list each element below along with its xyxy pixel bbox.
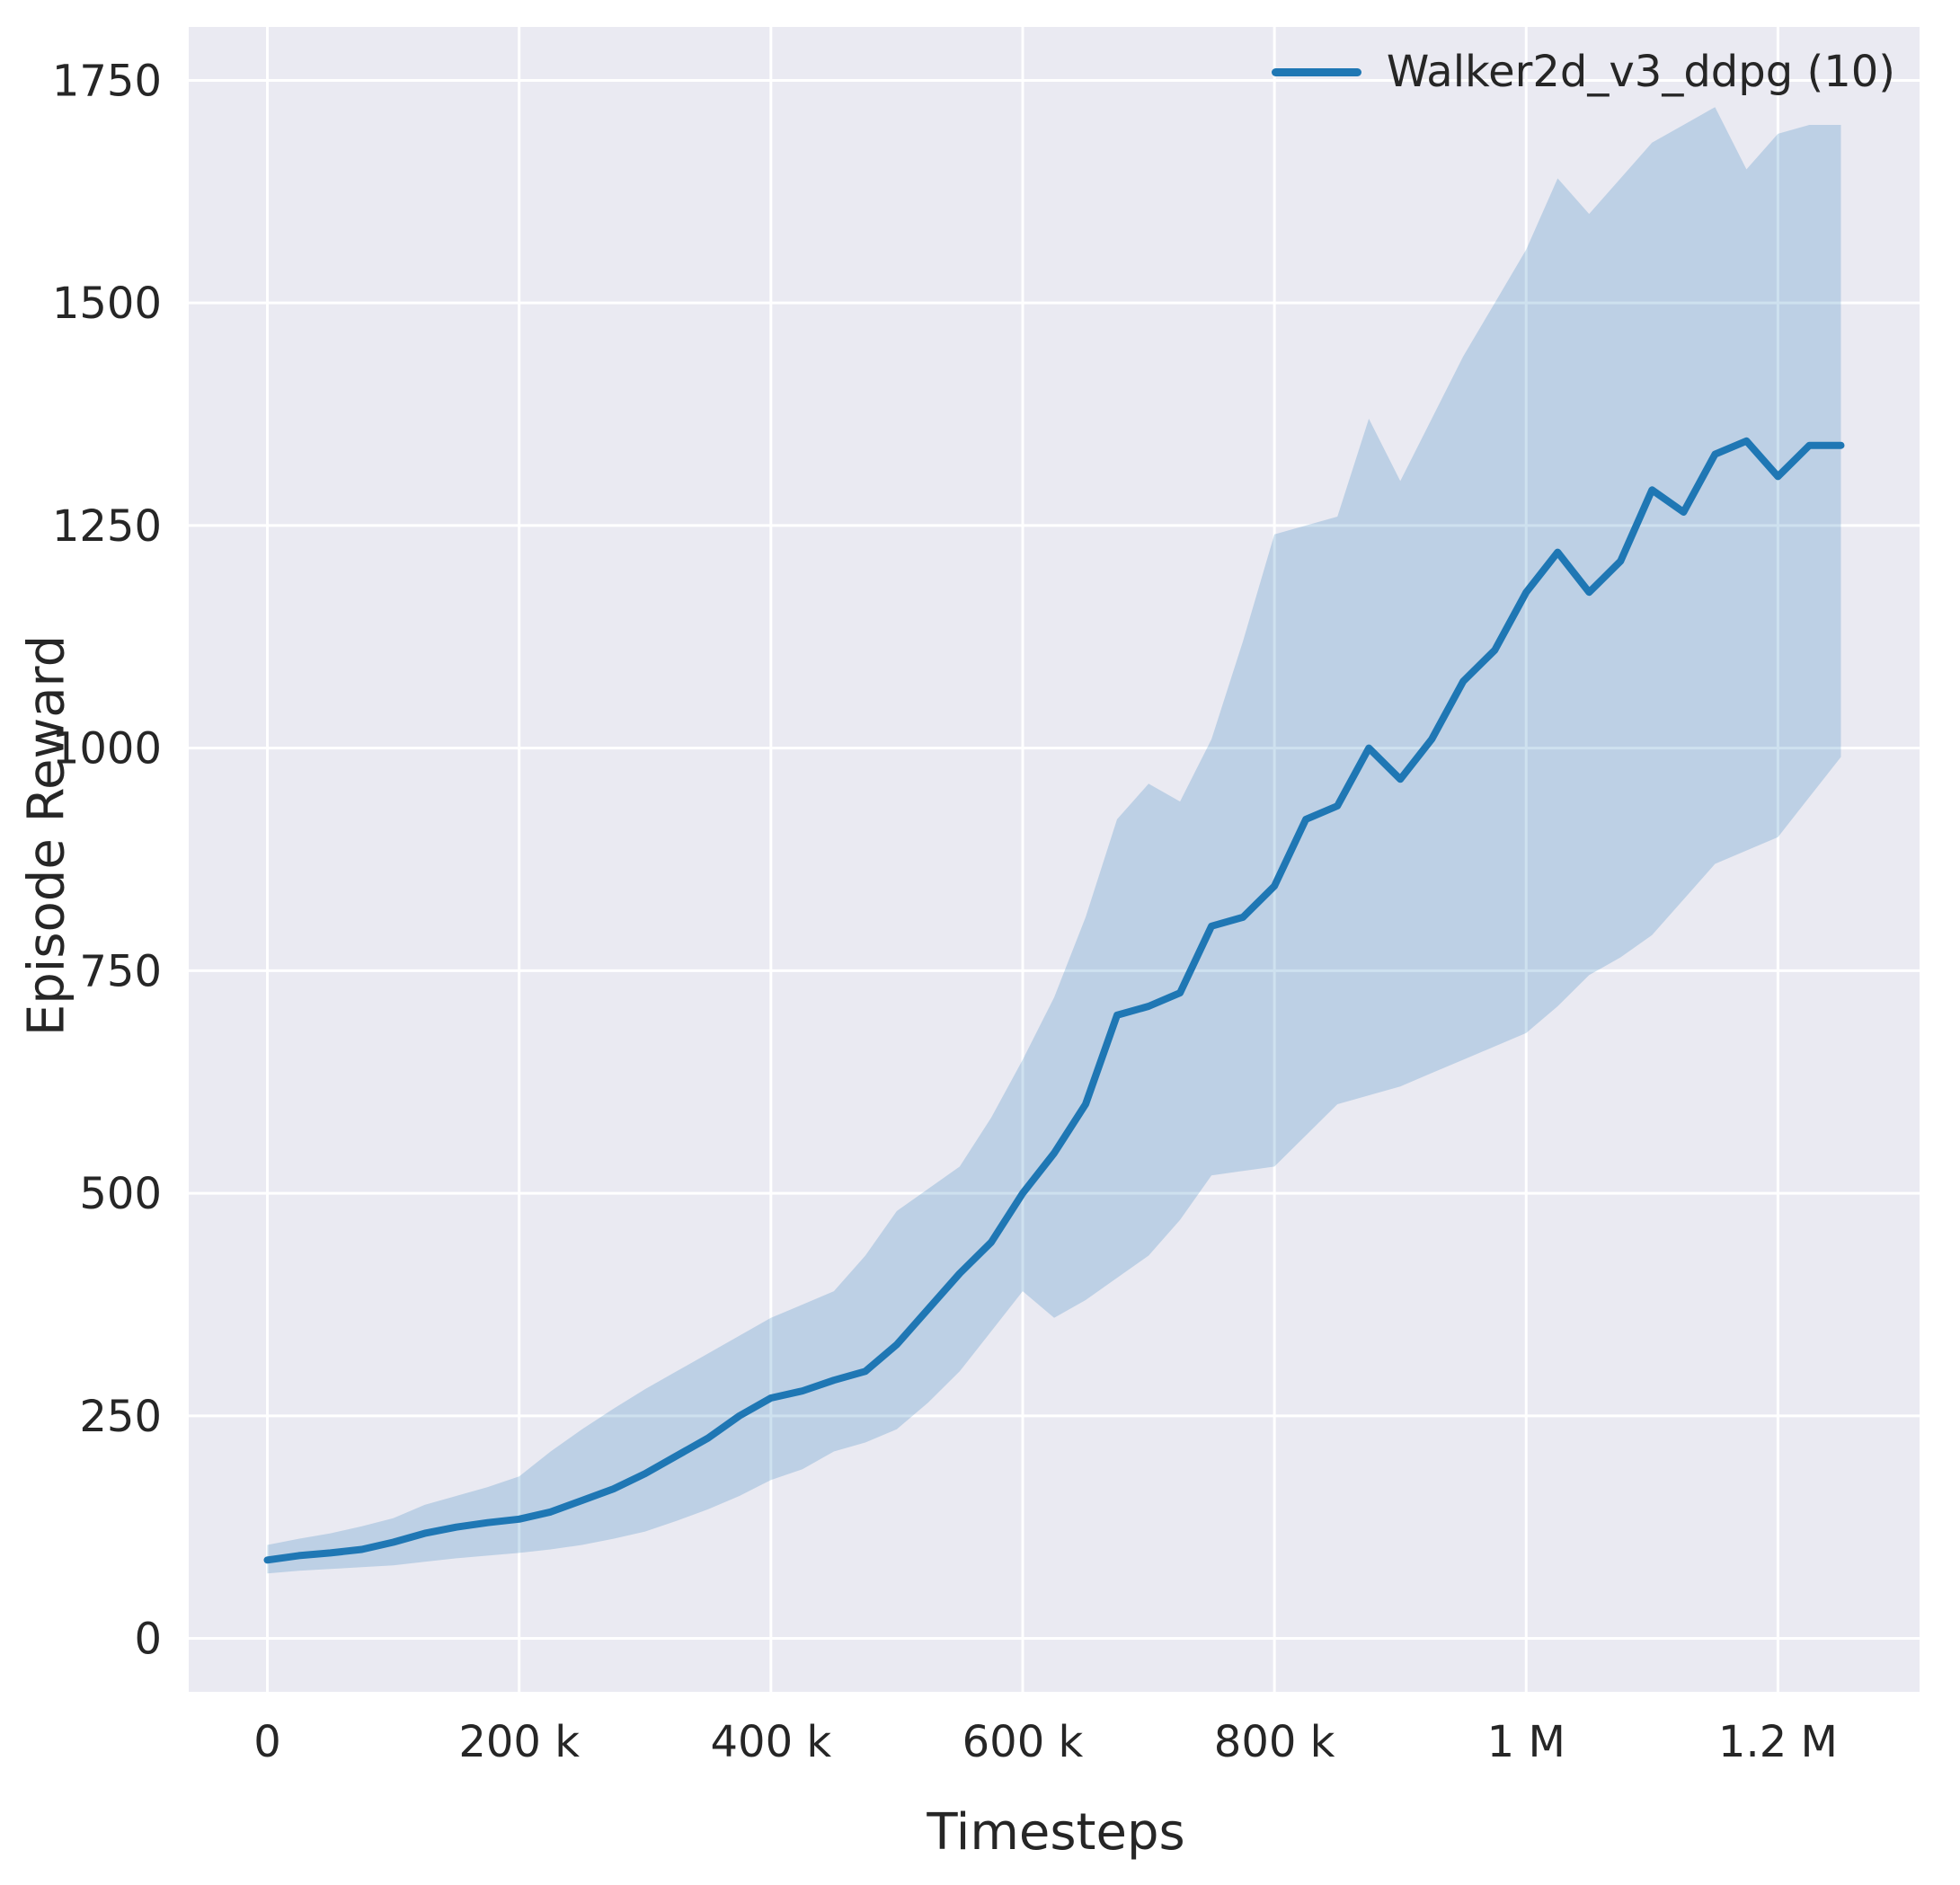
y-tick-label: 250 — [79, 1392, 162, 1442]
y-tick-label: 750 — [79, 946, 162, 996]
legend-label: Walker2d_v3_ddpg (10) — [1386, 47, 1895, 97]
x-tick-label: 600 k — [962, 1717, 1084, 1767]
y-axis-label: Episode Reward — [17, 634, 76, 1037]
x-tick-label: 200 k — [458, 1717, 580, 1767]
legend: Walker2d_v3_ddpg (10) — [1271, 47, 1895, 97]
y-tick-label: 1750 — [52, 56, 162, 106]
legend-line-swatch — [1271, 67, 1361, 76]
mean-line — [263, 437, 1845, 1564]
x-tick-label: 1 M — [1487, 1717, 1565, 1767]
y-tick-label: 500 — [79, 1169, 162, 1219]
x-tick-label: 400 k — [711, 1717, 832, 1767]
x-axis-label: Timesteps — [927, 1803, 1185, 1862]
x-tick-label: 1.2 M — [1718, 1717, 1838, 1767]
y-tick-label: 1500 — [52, 279, 162, 329]
confidence-band — [267, 107, 1841, 1574]
y-tick-label: 1000 — [52, 724, 162, 774]
y-tick-label: 1250 — [52, 501, 162, 552]
x-tick-label: 0 — [253, 1717, 281, 1767]
y-tick-label: 0 — [134, 1615, 162, 1665]
plot-background — [189, 27, 1920, 1692]
x-tick-label: 800 k — [1214, 1717, 1335, 1767]
